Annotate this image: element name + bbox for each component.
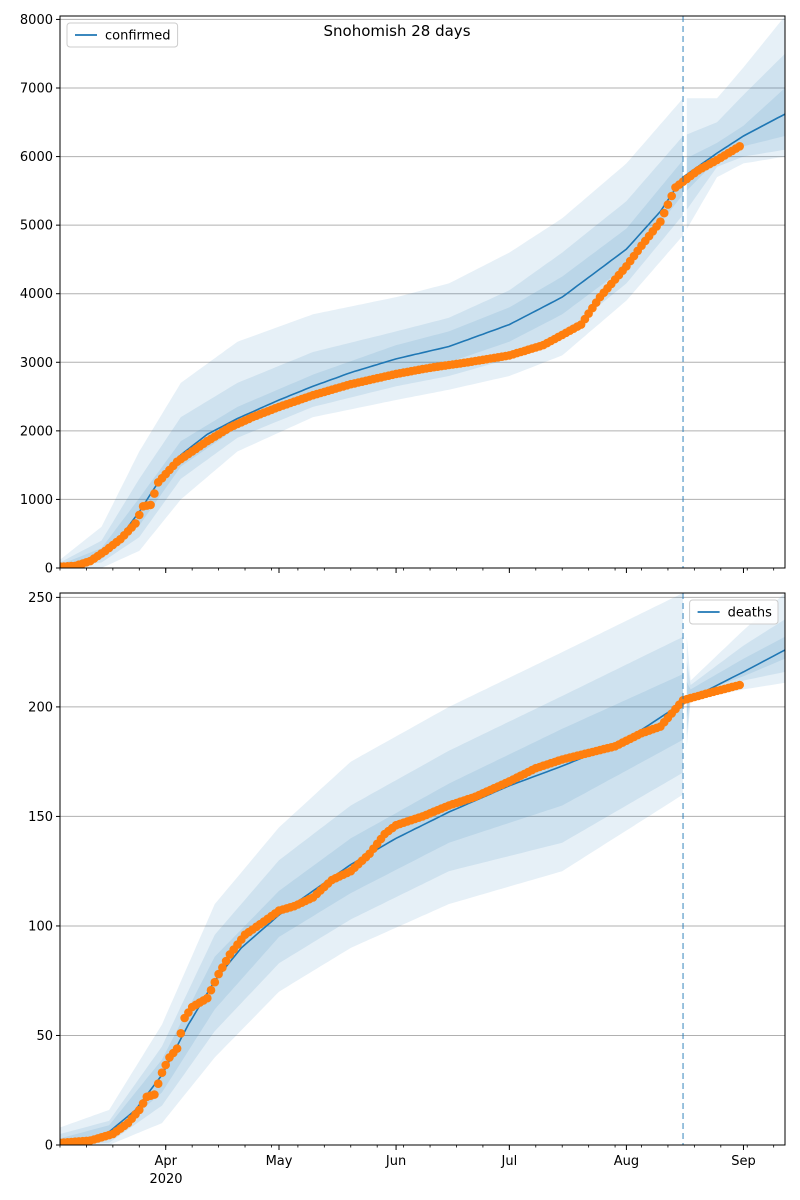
- y-tick-label: 5000: [20, 219, 53, 234]
- x-tick-label: Sep: [731, 1154, 756, 1169]
- confidence-band: [60, 636, 683, 1145]
- observed-point: [221, 956, 231, 966]
- y-tick-label: 1000: [20, 493, 53, 508]
- confidence-band: [60, 136, 683, 568]
- y-tick-label: 7000: [20, 82, 53, 97]
- y-tick-label: 50: [36, 1029, 53, 1044]
- x-axis-year-label: 2020: [149, 1172, 182, 1187]
- model-line: [60, 649, 785, 1144]
- y-tick-label: 2000: [20, 424, 53, 439]
- observed-point: [735, 142, 744, 151]
- observed-point: [150, 1090, 159, 1099]
- observed-point: [735, 680, 744, 690]
- observed-point: [161, 1060, 170, 1070]
- observed-point: [656, 217, 665, 226]
- confidence-band: [60, 98, 683, 568]
- chart-title: Snohomish 28 days: [323, 22, 470, 40]
- y-tick-label: 200: [28, 700, 53, 715]
- x-tick-label: Jun: [385, 1154, 406, 1169]
- confidence-band: [686, 53, 785, 210]
- legend: deaths: [689, 599, 779, 625]
- confirmed-chart: 0 1000 2000 3000 4000 5000 6000 7000 8000 confirm…: [20, 13, 786, 577]
- y-tick-label: 4000: [20, 287, 53, 302]
- y-tick-label: 3000: [20, 356, 53, 371]
- plot-frame: [59, 15, 786, 569]
- plot-frame: [59, 592, 786, 1146]
- observed-point: [146, 500, 155, 510]
- y-tick-label: 0: [45, 1139, 53, 1154]
- confidence-band: [60, 593, 683, 1145]
- x-tick-label: Apr: [154, 1154, 177, 1169]
- deaths-chart: 0 50 100 150 200 250 Apr May Jun Jul Aug Sep deaths: [28, 591, 786, 1169]
- y-tick-label: 250: [28, 591, 53, 606]
- y-tick-label: 100: [28, 919, 53, 934]
- legend-label: confirmed: [105, 29, 171, 44]
- observed-point: [135, 510, 144, 520]
- y-tick-label: 6000: [20, 150, 53, 165]
- observed-point: [176, 1029, 186, 1038]
- legend-label: deaths: [728, 606, 773, 621]
- y-tick-label: 0: [45, 562, 53, 577]
- x-tick-label: Aug: [614, 1154, 639, 1169]
- confidence-band: [60, 160, 683, 568]
- y-tick-label: 150: [28, 810, 53, 825]
- confidence-band: [686, 16, 785, 229]
- observed-point: [131, 519, 140, 528]
- observed-point: [210, 977, 220, 987]
- observed-point: [172, 1044, 182, 1053]
- observed-point: [135, 1105, 144, 1115]
- observed-point: [663, 200, 673, 209]
- y-tick-label: 8000: [20, 13, 53, 28]
- observed-point: [659, 208, 669, 218]
- confidence-band: [686, 636, 785, 718]
- observed-point: [214, 969, 223, 979]
- observed-point: [138, 1099, 148, 1108]
- observed-point: [218, 963, 227, 972]
- observed-point: [203, 993, 212, 1003]
- observed-point: [153, 1079, 163, 1088]
- observed-point: [150, 489, 159, 498]
- confidence-band: [686, 593, 785, 748]
- confidence-band: [60, 674, 683, 1145]
- x-tick-label: May: [266, 1154, 293, 1169]
- confidence-band: [686, 619, 785, 736]
- x-tick-label: Jul: [501, 1154, 518, 1169]
- observed-point: [667, 191, 676, 201]
- observed-point: [157, 1068, 167, 1077]
- observed-point: [206, 985, 216, 995]
- legend: confirmed: [66, 22, 179, 48]
